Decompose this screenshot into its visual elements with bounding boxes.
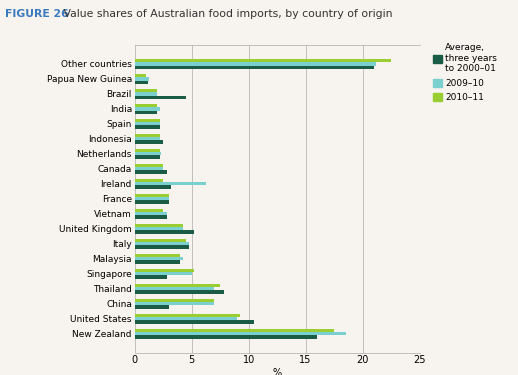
- Bar: [135, 141, 163, 144]
- Bar: [135, 317, 237, 320]
- Bar: [135, 272, 192, 275]
- Bar: [135, 59, 391, 62]
- Bar: [135, 298, 214, 302]
- Bar: [135, 239, 186, 242]
- Bar: [135, 194, 169, 197]
- Bar: [135, 167, 163, 170]
- Bar: [135, 305, 169, 309]
- Bar: [135, 224, 182, 227]
- Bar: [135, 230, 194, 234]
- Bar: [135, 92, 157, 96]
- Bar: [135, 197, 169, 200]
- Bar: [135, 119, 160, 122]
- Bar: [135, 269, 194, 272]
- Text: Value shares of Australian food imports, by country of origin: Value shares of Australian food imports,…: [60, 9, 392, 20]
- Bar: [135, 77, 150, 81]
- X-axis label: %: %: [272, 368, 282, 375]
- Bar: [135, 284, 220, 287]
- Bar: [135, 182, 207, 185]
- Bar: [135, 185, 171, 189]
- Bar: [135, 275, 167, 279]
- Bar: [135, 245, 190, 249]
- Bar: [135, 170, 167, 174]
- Bar: [135, 179, 163, 182]
- Bar: [135, 314, 239, 317]
- Bar: [135, 302, 214, 305]
- Bar: [135, 107, 160, 111]
- Bar: [135, 320, 254, 324]
- Bar: [135, 156, 160, 159]
- Bar: [135, 126, 160, 129]
- Bar: [135, 332, 346, 335]
- Bar: [135, 96, 186, 99]
- Legend: Average,
three years
to 2000–01, 2009–10, 2010–11: Average, three years to 2000–01, 2009–10…: [433, 44, 497, 102]
- Bar: [135, 104, 157, 107]
- Bar: [135, 122, 160, 126]
- Bar: [135, 149, 160, 152]
- Bar: [135, 111, 157, 114]
- Bar: [135, 66, 374, 69]
- Bar: [135, 328, 334, 332]
- Bar: [135, 287, 214, 290]
- Bar: [135, 260, 180, 264]
- Bar: [135, 89, 157, 92]
- Text: FIGURE 26: FIGURE 26: [5, 9, 69, 20]
- Bar: [135, 81, 148, 84]
- Bar: [135, 137, 160, 141]
- Bar: [135, 212, 167, 215]
- Bar: [135, 290, 224, 294]
- Bar: [135, 209, 163, 212]
- Bar: [135, 254, 180, 257]
- Bar: [135, 164, 163, 167]
- Bar: [135, 200, 169, 204]
- Bar: [135, 74, 146, 77]
- Bar: [135, 152, 161, 156]
- Bar: [135, 215, 167, 219]
- Bar: [135, 335, 317, 339]
- Bar: [135, 242, 190, 245]
- Bar: [135, 227, 182, 230]
- Bar: [135, 257, 182, 260]
- Bar: [135, 62, 376, 66]
- Bar: [135, 134, 160, 137]
